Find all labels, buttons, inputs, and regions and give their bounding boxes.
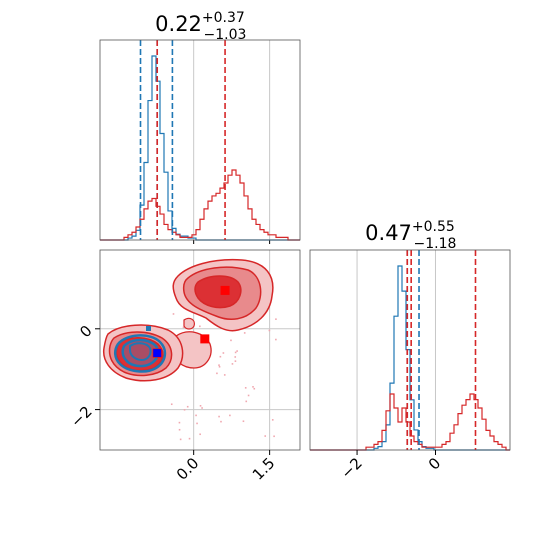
scatter-point <box>218 415 220 418</box>
red-upper-contour-inner <box>194 275 242 309</box>
hist-param-1-title: 0.47+0.55 −1.18 <box>365 219 456 252</box>
hist-param-1-title-minus: −1.18 <box>414 236 457 252</box>
scatter-point <box>234 356 237 358</box>
scatter-point <box>245 400 248 403</box>
hist-param-1-quantile-lines <box>406 250 477 450</box>
scatter-point <box>196 422 198 425</box>
scatter-point <box>273 435 275 438</box>
scatter-point <box>199 325 201 328</box>
blue-contours <box>114 326 167 373</box>
x-tick-label: 0.0 <box>173 454 203 484</box>
hist-param-1-frame <box>309 249 511 451</box>
scatter-point <box>195 414 197 417</box>
scatter-point <box>253 387 256 390</box>
scatter-point <box>229 414 231 417</box>
scatter-point <box>218 365 221 368</box>
joint-density-panel: 0.0 1.5 0 −2 <box>67 249 301 484</box>
scatter-point <box>178 428 181 431</box>
scatter-point <box>268 329 271 332</box>
hist-param-0-title-value: 0.22 <box>155 12 202 36</box>
hist-param-1-grid <box>356 250 436 450</box>
scatter-point <box>275 338 277 341</box>
red-marker <box>220 285 230 295</box>
scatter-point <box>252 386 254 388</box>
scatter-point <box>231 363 234 365</box>
hist-param-1-title-value: 0.47 <box>365 221 412 245</box>
hist-param-0-grid <box>193 40 271 244</box>
scatter-point <box>182 326 185 329</box>
blue-marker <box>153 349 162 358</box>
scatter-point <box>247 394 250 397</box>
scatter-point <box>183 408 186 411</box>
scatter-point <box>230 339 232 342</box>
scatter-point <box>264 435 267 437</box>
scatter-point <box>170 403 173 406</box>
red-marker <box>200 334 210 344</box>
scatter-point <box>234 360 237 362</box>
scatter-point <box>216 372 218 375</box>
blue-contour-inner <box>129 342 152 362</box>
scatter-point <box>188 437 191 440</box>
hist-param-1-title-plus: +0.55 <box>412 219 455 235</box>
scatter-point <box>236 350 238 352</box>
joint-density-y-ticks: 0 −2 <box>67 322 100 431</box>
scatter-point <box>220 420 222 423</box>
joint-density-x-ticks: 0.0 1.5 <box>173 450 279 484</box>
scatter-point <box>244 387 247 389</box>
scatter-point <box>178 421 181 424</box>
scatter-point <box>234 351 237 354</box>
scatter-point <box>172 313 175 315</box>
hist-param-1-x-ticks: −2 0 <box>338 450 444 482</box>
scatter-point <box>222 352 225 354</box>
hist-param-0-panel: 0.22+0.37 −1.03 <box>99 10 301 244</box>
hist-param-0-title: 0.22+0.37 −1.03 <box>155 10 246 43</box>
joint-density-frame <box>99 249 301 451</box>
scatter-point <box>271 419 274 421</box>
y-tick-label: 0 <box>76 322 95 341</box>
hist-param-0-frame <box>99 39 301 241</box>
scatter-point <box>275 318 277 320</box>
scatter-point <box>223 374 226 376</box>
x-tick-label: 1.5 <box>249 454 279 484</box>
scatter-point <box>218 364 220 366</box>
joint-density-markers <box>152 285 230 358</box>
blue-outlier-point <box>146 326 151 331</box>
hist-param-1-x-tick-label: 0 <box>425 454 444 473</box>
y-tick-label: −2 <box>67 403 95 431</box>
scatter-point <box>201 407 203 409</box>
hist-param-1-x-tick-label: −2 <box>338 454 366 482</box>
scatter-point <box>199 433 201 436</box>
scatter-point <box>186 405 189 408</box>
red-small-contour <box>183 317 195 330</box>
hist-param-0-background <box>100 40 300 240</box>
hist-param-1-panel: −2 0 0.47+0.55 −1.18 <box>309 219 511 482</box>
scatter-point <box>219 355 222 358</box>
scatter-point <box>179 438 182 441</box>
scatter-point <box>242 420 245 423</box>
hist-param-0-quantile-lines <box>139 40 226 240</box>
scatter-point <box>199 404 202 407</box>
scatter-point <box>243 332 246 334</box>
blue-contour-outer <box>114 334 167 373</box>
hist-param-0-title-minus: −1.03 <box>204 27 247 43</box>
hist-param-0-title-plus: +0.37 <box>202 10 245 26</box>
